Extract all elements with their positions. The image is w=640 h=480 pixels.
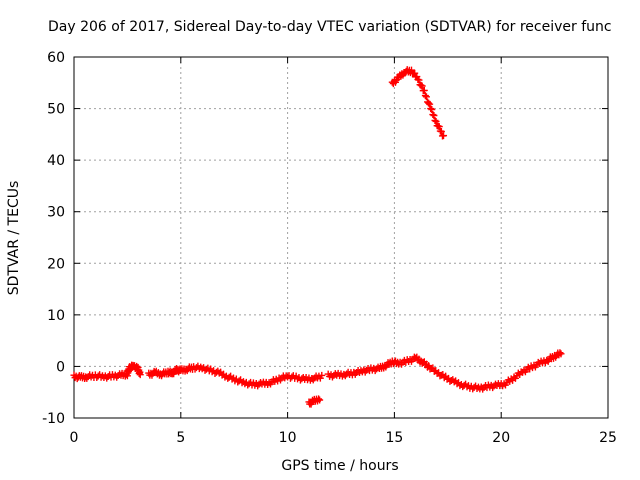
data-point [427, 105, 435, 113]
y-tick-label: 10 [47, 308, 65, 324]
y-tick-label: -10 [42, 411, 65, 427]
y-tick-label: 50 [47, 102, 65, 118]
data-point [437, 127, 445, 135]
data-point [418, 82, 426, 90]
x-tick-label: 25 [599, 430, 617, 446]
y-tick-label: 0 [56, 359, 65, 375]
data-point [420, 86, 428, 94]
y-tick-label: 60 [47, 50, 65, 66]
data-point [425, 99, 433, 107]
data-point [432, 117, 440, 125]
data-point [415, 76, 423, 84]
y-tick-label: 30 [47, 205, 65, 221]
grid [74, 57, 608, 418]
y-tick-label: 40 [47, 153, 65, 169]
axes: 0 5 10 15 20 25 -10 0 10 20 30 40 50 60 [42, 50, 617, 446]
x-tick-label: 5 [176, 430, 185, 446]
data-point [316, 396, 324, 404]
y-tick-label: 20 [47, 256, 65, 272]
x-tick-label: 20 [492, 430, 510, 446]
data-point [421, 92, 429, 100]
data-point [422, 93, 430, 101]
data-point [556, 349, 564, 357]
data-point [428, 106, 436, 114]
x-axis-label: GPS time / hours [281, 458, 398, 474]
data-point [429, 111, 437, 119]
data-point [430, 112, 438, 120]
x-tick-label: 10 [279, 430, 297, 446]
data-point [136, 371, 144, 379]
data-point [435, 123, 443, 131]
series-sdtvar [70, 66, 565, 408]
x-tick-label: 0 [70, 430, 79, 446]
data-point [315, 395, 323, 403]
data-point [318, 371, 326, 379]
data-point [440, 132, 448, 140]
data-point [431, 116, 439, 124]
data-point [557, 350, 565, 358]
chart-title: Day 206 of 2017, Sidereal Day-to-day VTE… [48, 19, 612, 35]
y-axis-label: SDTVAR / TECUs [6, 181, 22, 296]
x-tick-label: 15 [385, 430, 403, 446]
plot-frame [73, 56, 609, 419]
data-point [426, 100, 434, 108]
